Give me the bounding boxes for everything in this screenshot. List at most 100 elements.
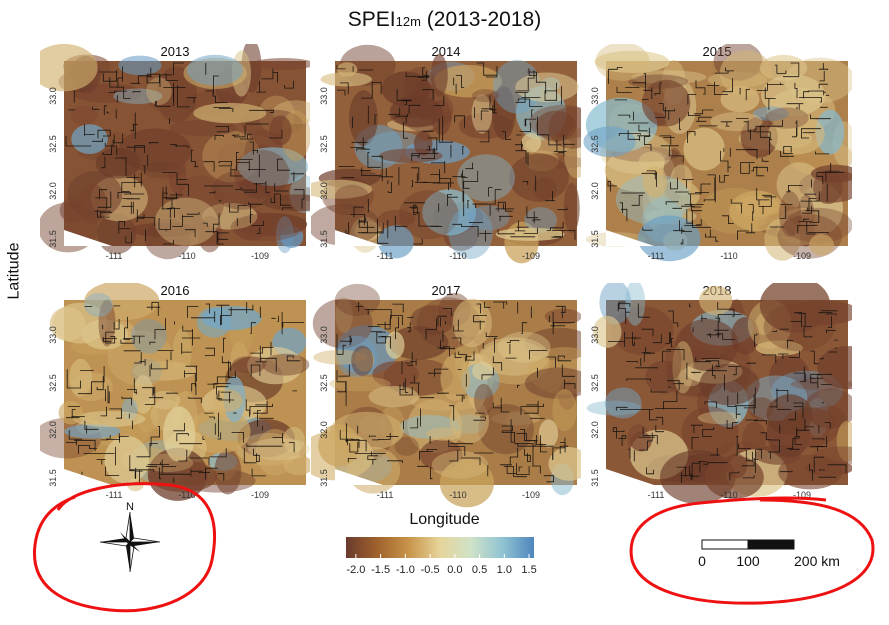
- lon-tick-label: -111: [648, 251, 665, 261]
- colorbar-tick-label: 0.0: [447, 564, 462, 576]
- colorbar-tick-label: -2.0: [346, 564, 365, 576]
- raster-patch: [252, 58, 310, 70]
- raster-patch: [548, 447, 581, 481]
- raster-patch: [398, 190, 459, 240]
- raster-patch: [683, 127, 725, 171]
- raster-patch: [452, 298, 492, 348]
- raster-patch: [141, 161, 185, 179]
- raster-patch: [230, 213, 303, 241]
- colorbar-tick-label: -0.5: [421, 564, 440, 576]
- raster-patch: [645, 360, 683, 394]
- raster-patch: [472, 89, 499, 103]
- raster-patch: [69, 358, 92, 397]
- raster-patch: [495, 227, 565, 241]
- raster-patch: [817, 346, 852, 390]
- raster-patch: [497, 331, 551, 363]
- raster-patch: [637, 215, 701, 262]
- boundary-lines: [66, 301, 304, 483]
- lon-tick-label: -110: [178, 251, 195, 261]
- raster-patch: [154, 197, 218, 246]
- scale-label-100: 100: [736, 553, 760, 569]
- raster-patch: [625, 283, 646, 326]
- boundary-lines: [336, 301, 576, 483]
- north-arrow: N: [90, 498, 170, 583]
- raster-patch: [84, 283, 160, 321]
- raster-patch: [433, 64, 502, 98]
- raster-patch: [630, 431, 652, 452]
- lon-tick-label: -109: [522, 490, 540, 500]
- raster-patch: [162, 406, 196, 462]
- raster-patch: [761, 74, 826, 117]
- raster-patch: [804, 388, 852, 429]
- raster-patch: [784, 57, 852, 104]
- raster-patch: [595, 44, 650, 81]
- raster-patch: [699, 285, 733, 316]
- raster-patch: [372, 361, 419, 388]
- raster-patch: [368, 385, 419, 408]
- raster-patch: [426, 427, 462, 441]
- raster-patch: [729, 190, 785, 232]
- raster-patch: [311, 179, 373, 199]
- raster-patch: [149, 390, 181, 410]
- map-panel-2018: 201833.032.532.031.5-111-110-109: [582, 283, 852, 519]
- colorbar-gradient: [346, 537, 534, 558]
- map-outside-mask: [64, 230, 112, 246]
- lat-tick-label: 32.5: [48, 374, 58, 392]
- lon-tick-label: -111: [377, 251, 394, 261]
- lat-tick-label: 31.5: [319, 230, 329, 248]
- colorbar-legend: -2.0 -1.5 -1.0 -0.5 0.0 0.5 1.0 1.5: [346, 537, 546, 584]
- raster-patch: [524, 207, 557, 233]
- raster-patch: [334, 184, 370, 210]
- boundary-lines: [336, 62, 576, 245]
- lon-tick-label: -110: [449, 251, 466, 261]
- raster-patch: [563, 183, 580, 234]
- panel-year-title: 2016: [160, 283, 190, 298]
- raster-patch: [478, 337, 550, 376]
- raster-patch: [97, 213, 137, 255]
- raster-patch: [474, 383, 494, 417]
- raster-patch: [248, 438, 310, 461]
- scale-segment-white: [701, 539, 749, 550]
- raster-patch: [388, 326, 449, 360]
- raster-patch: [836, 420, 852, 462]
- raster-patch: [337, 62, 358, 77]
- map-outside-mask: [64, 469, 112, 485]
- raster-patch: [59, 198, 86, 223]
- map-panel-2015: 2015 33.0 32.5 32.0 31.5 -111 -110 -109: [582, 44, 852, 280]
- raster-patch: [232, 356, 266, 374]
- raster-patch: [413, 131, 433, 156]
- raster-patch: [665, 340, 682, 380]
- lon-tick-label: -109: [793, 251, 811, 261]
- raster-patch: [466, 205, 510, 231]
- raster-patch: [214, 449, 242, 495]
- raster-patch: [558, 380, 577, 410]
- raster-patch: [528, 347, 581, 395]
- raster-patch: [262, 353, 310, 376]
- raster-patch: [755, 340, 803, 356]
- scale-label-0: 0: [698, 553, 706, 569]
- scale-label-200: 200 km: [794, 553, 840, 569]
- panel-year-title: 2013: [160, 44, 190, 59]
- lat-tick-label: 32.0: [590, 421, 600, 439]
- raster-patch: [104, 435, 149, 484]
- scale-segment-black: [747, 539, 795, 550]
- raster-patch: [377, 225, 414, 259]
- raster-patch: [642, 166, 668, 198]
- raster-patch: [809, 234, 834, 256]
- map-outside-mask: [335, 469, 383, 485]
- raster-patch: [748, 397, 775, 420]
- lat-tick-label: 32.5: [319, 374, 329, 392]
- map-svg: 33.032.532.031.5-111 -110 -109: [586, 283, 852, 504]
- raster-patch: [334, 283, 381, 317]
- map-panel-2013: 2013 33.0 32.5 32.0 31.5 -111 -110 -109: [40, 44, 310, 280]
- map-svg: 33.032.532.031.5-111 -110 -109: [40, 44, 310, 261]
- raster-patch: [234, 149, 290, 200]
- lat-tick-label: 33.0: [590, 87, 600, 105]
- raster-patch: [275, 216, 294, 254]
- colorbar-svg: -2.0 -1.5 -1.0 -0.5 0.0 0.5 1.0 1.5: [346, 537, 537, 576]
- map-svg: 33.032.532.031.5-111 -110 -109: [40, 283, 310, 501]
- raster-patch: [394, 436, 419, 456]
- raster-patch: [544, 308, 581, 325]
- raster-patch: [812, 446, 852, 465]
- raster-patch: [478, 404, 534, 455]
